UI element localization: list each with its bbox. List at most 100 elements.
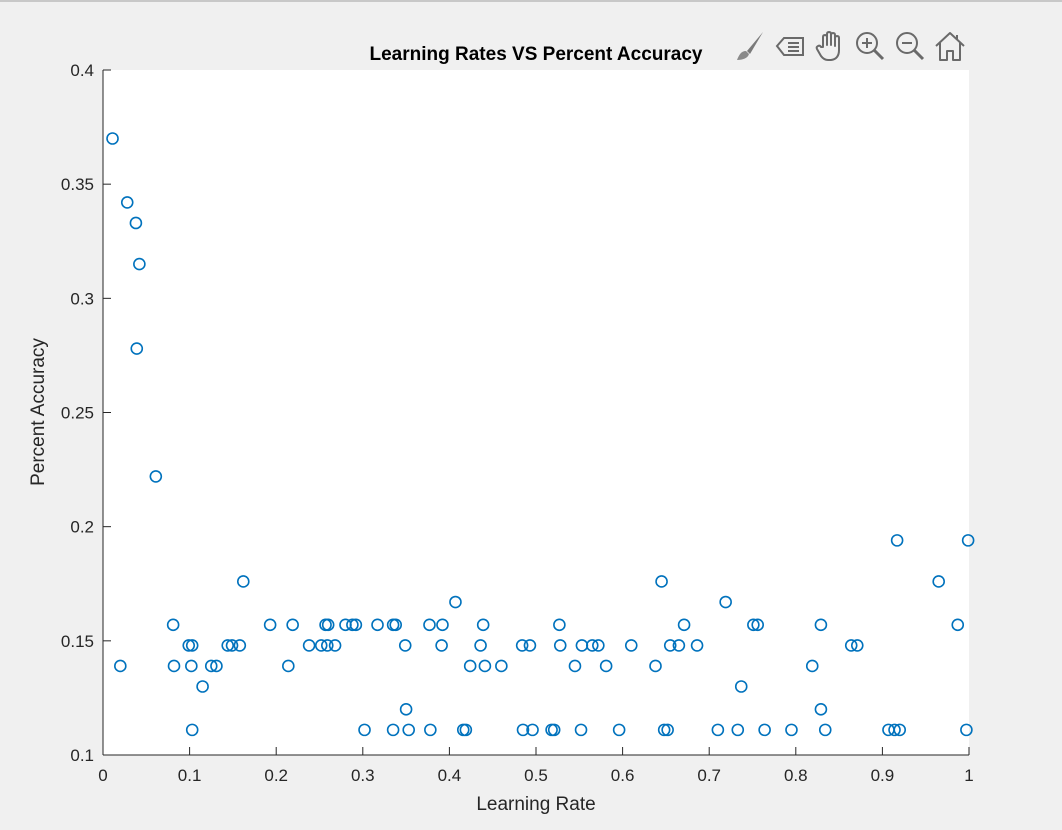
scatter-point [166, 618, 180, 632]
scatter-point [204, 659, 218, 673]
y-tick-label: 0.35 [61, 175, 94, 194]
y-tick-label: 0.25 [61, 404, 94, 423]
y-axis-ticks: 0.1 0.15 0.2 0.25 0.3 0.35 0.4 [61, 61, 111, 765]
scatter-point [398, 639, 412, 652]
scatter-point [436, 618, 449, 632]
scatter-point [961, 534, 975, 547]
scatter-point [402, 723, 415, 737]
scatter-point [459, 723, 473, 737]
scatter-point [690, 639, 704, 652]
scatter-point [263, 618, 277, 632]
scatter-point [553, 639, 567, 652]
x-tick-label: 0.8 [784, 766, 808, 785]
scatter-point [672, 639, 686, 652]
scatter-point [751, 618, 764, 632]
scatter-point [814, 618, 828, 632]
x-tick-label: 0.7 [697, 766, 721, 785]
y-axis-label: Percent Accuracy [28, 338, 49, 486]
y-tick-label: 0.15 [61, 632, 94, 651]
scatter-point [890, 534, 904, 547]
scatter-point [386, 723, 400, 737]
x-tick-label: 0.3 [351, 766, 375, 785]
scatter-point [731, 723, 745, 737]
scatter-point [349, 618, 363, 632]
window-top-border [0, 0, 1062, 2]
scatter-point [523, 639, 537, 652]
scatter-point [106, 132, 119, 145]
brush-icon[interactable] [732, 28, 768, 64]
x-tick-label: 0.4 [438, 766, 462, 785]
scatter-point [221, 639, 235, 652]
x-axis-label: Learning Rate [476, 794, 595, 815]
scatter-point [149, 470, 163, 483]
scatter-point [805, 659, 819, 673]
scatter-point [719, 595, 732, 609]
chart-title: Learning Rates VS Percent Accuracy [370, 44, 703, 65]
scatter-point [358, 723, 371, 737]
pan-hand-icon[interactable] [812, 28, 848, 64]
zoom-in-icon[interactable] [852, 28, 888, 64]
scatter-point [526, 723, 539, 737]
scatter-point [495, 659, 508, 673]
scatter-point [951, 618, 965, 632]
scatter-point [585, 639, 599, 652]
scatter-point [932, 575, 945, 588]
scatter-point [960, 723, 973, 737]
scatter-point [568, 659, 582, 673]
scatter-point [210, 659, 223, 673]
scatter-point [624, 639, 638, 652]
scatter-point [888, 723, 901, 737]
zoom-out-icon[interactable] [892, 28, 928, 64]
scatter-point [747, 618, 760, 632]
scatter-point [399, 703, 413, 716]
scatter-point [599, 659, 613, 673]
scatter-point [818, 723, 832, 737]
scatter-point [478, 659, 492, 673]
scatter-point [196, 680, 209, 693]
x-tick-label: 0.9 [871, 766, 895, 785]
scatter-point [182, 639, 196, 652]
x-tick-label: 0.5 [524, 766, 548, 785]
scatter-point [314, 639, 328, 652]
scatter-point [516, 723, 530, 737]
scatter-point [133, 257, 146, 271]
x-tick-label: 1 [964, 766, 973, 785]
x-tick-label: 0.6 [611, 766, 635, 785]
scatter-point [758, 723, 771, 737]
scatter-point [574, 723, 588, 737]
scatter-point [657, 723, 671, 737]
axes-toolbar [732, 28, 968, 64]
scatter-point [435, 639, 448, 652]
y-tick-label: 0.1 [70, 746, 94, 765]
scatter-point [476, 618, 490, 632]
scatter-point [114, 659, 127, 673]
scatter-point [844, 639, 858, 652]
scatter-point [655, 575, 668, 588]
scatter-point [592, 639, 605, 652]
scatter-point [286, 618, 299, 632]
y-tick-label: 0.4 [70, 61, 94, 80]
scatter-point [515, 639, 529, 652]
scatter-point [346, 618, 359, 632]
x-tick-label: 0.2 [264, 766, 288, 785]
scatter-point [320, 639, 334, 652]
scatter-point [225, 639, 239, 652]
scatter-point [663, 639, 677, 652]
scatter-point [371, 618, 384, 632]
scatter-point [185, 659, 198, 673]
scatter-point [553, 618, 566, 632]
y-tick-label: 0.2 [70, 518, 94, 537]
x-axis-ticks: 0 0.1 0.2 0.3 0.4 0.5 0.6 0.7 0.8 0.9 1 [98, 747, 974, 785]
scatter-point [185, 639, 199, 652]
data-tips-icon[interactable] [772, 28, 808, 64]
scatter-point [850, 639, 864, 652]
scatter-point [677, 618, 691, 632]
scatter-point [236, 575, 250, 588]
scatter-point [167, 659, 181, 673]
home-icon[interactable] [932, 28, 968, 64]
scatter-point [130, 342, 144, 355]
scatter-point [120, 196, 134, 209]
scatter-point [612, 723, 626, 737]
scatter-point [233, 639, 247, 652]
scatter-point [424, 723, 437, 737]
